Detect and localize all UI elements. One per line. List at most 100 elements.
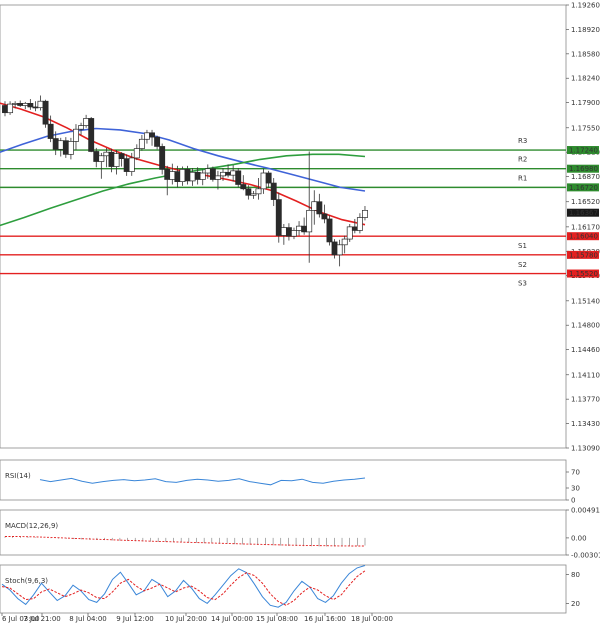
candle-bearish — [351, 226, 358, 231]
level-name-label: R3 — [518, 137, 527, 145]
candle-bearish — [240, 184, 247, 190]
indicator-tick-label: 80 — [571, 571, 580, 579]
price-tick-label: 1.19260 — [571, 2, 600, 10]
candle-bearish — [2, 105, 8, 114]
indicator-tick-label: 20 — [571, 600, 580, 608]
candle-bearish — [159, 146, 166, 170]
candle-bearish — [88, 118, 95, 152]
candle-bearish — [62, 140, 69, 155]
indicator-tick-label: 0.004916 — [571, 507, 600, 515]
candle-bullish — [341, 238, 348, 246]
level-price-tag — [567, 232, 599, 241]
indicator-tick-label: 70 — [571, 469, 580, 477]
candle-bearish — [270, 182, 277, 200]
candle-bullish — [362, 209, 368, 218]
price-tick-label: 1.17900 — [571, 99, 600, 107]
price-tick-label: 1.18240 — [571, 75, 600, 83]
level-price-tag — [567, 183, 599, 192]
candle-bullish — [113, 153, 120, 167]
candle-bearish — [321, 213, 328, 220]
price-tick-label: 1.16170 — [571, 223, 600, 231]
indicator-title: MACD(12,26,9) — [5, 522, 58, 530]
candle-bearish — [184, 169, 191, 182]
candle-bearish — [209, 168, 216, 180]
candle-bearish — [326, 218, 333, 243]
price-tick-label: 1.13430 — [571, 420, 600, 428]
candle-bearish — [52, 138, 59, 150]
candle-bearish — [108, 151, 115, 167]
indicator-panel-frame — [0, 509, 567, 556]
candle-bullish — [356, 217, 363, 231]
candle-bullish — [230, 170, 237, 176]
candle-bullish — [204, 168, 211, 174]
time-tick-label: 9 Jul 12:00 — [116, 615, 154, 623]
time-tick-label: 14 Jul 00:00 — [211, 615, 253, 623]
candle-bullish — [67, 141, 74, 155]
level-name-label: R1 — [518, 174, 527, 182]
candle-bearish — [331, 241, 338, 256]
candle-bullish — [133, 148, 140, 159]
candle-bearish — [245, 188, 252, 196]
level-price-label: 1.16980 — [569, 165, 598, 173]
candle-bearish — [316, 201, 323, 215]
candle-bullish — [280, 227, 287, 236]
time-tick-label: 15 Jul 08:00 — [256, 615, 298, 623]
stoch-k-line — [1, 565, 366, 608]
price-tick-label: 1.14800 — [571, 322, 600, 330]
level-price-label: 1.16720 — [569, 184, 598, 192]
candle-bullish — [346, 226, 353, 240]
candle-bearish — [164, 169, 171, 180]
level-name-label: R2 — [518, 156, 527, 164]
time-tick-label: 16 Jul 16:00 — [304, 615, 346, 623]
price-tick-label: 1.16520 — [571, 198, 600, 206]
stoch-d-line — [1, 570, 366, 606]
level-name-label: S2 — [518, 261, 527, 269]
candle-bullish — [169, 171, 176, 180]
price-tick-label: 1.15140 — [571, 297, 600, 305]
candle-bullish — [57, 140, 64, 150]
candle-bullish — [255, 188, 262, 195]
level-price-tag — [567, 269, 599, 278]
price-tick-label: 1.14460 — [571, 346, 600, 354]
candle-bearish — [275, 199, 282, 236]
price-tick-label: 1.18920 — [571, 26, 600, 34]
candle-bullish — [7, 103, 14, 114]
candle-bearish — [118, 153, 125, 159]
candle-bullish — [179, 169, 186, 182]
candle-bearish — [285, 227, 292, 237]
candle-bearish — [154, 136, 161, 147]
candle-bullish — [138, 138, 145, 149]
candle-bullish — [189, 171, 196, 182]
candle-bullish — [78, 125, 84, 130]
level-name-label: S3 — [518, 280, 527, 288]
level-price-tag — [567, 146, 599, 155]
candle-bearish — [93, 151, 100, 162]
level-price-label: 1.16040 — [569, 233, 598, 241]
candle-bullish — [250, 193, 257, 196]
candle-bearish — [123, 158, 130, 172]
candle-bullish — [220, 171, 226, 177]
level-price-label: 1.15520 — [569, 270, 598, 278]
candle-bearish — [47, 123, 54, 139]
time-tick-label: 8 Jul 04:00 — [69, 615, 107, 623]
level-price-label: 1.17240 — [569, 147, 598, 155]
candle-bullish — [37, 100, 44, 109]
candle-bearish — [265, 172, 272, 184]
candle-bullish — [214, 175, 221, 180]
level-name-label: S1 — [518, 242, 527, 250]
candle-bearish — [32, 106, 39, 109]
level-price-label: 1.15780 — [569, 251, 598, 259]
indicator-panel-frame — [0, 564, 567, 614]
moving-average-line-2 — [0, 127, 366, 192]
level-price-tag — [567, 250, 599, 259]
indicator-tick-label: -0.003012 — [571, 552, 600, 560]
candle-bullish — [73, 128, 79, 142]
indicator-tick-label: 30 — [571, 485, 580, 493]
price-tick-label: 1.14110 — [571, 371, 600, 379]
time-tick-label: 6 Jul 03:00 — [2, 615, 40, 623]
candle-bearish — [174, 171, 181, 182]
indicator-tick-label: 0.00 — [571, 534, 587, 542]
candle-bullish — [199, 172, 206, 180]
